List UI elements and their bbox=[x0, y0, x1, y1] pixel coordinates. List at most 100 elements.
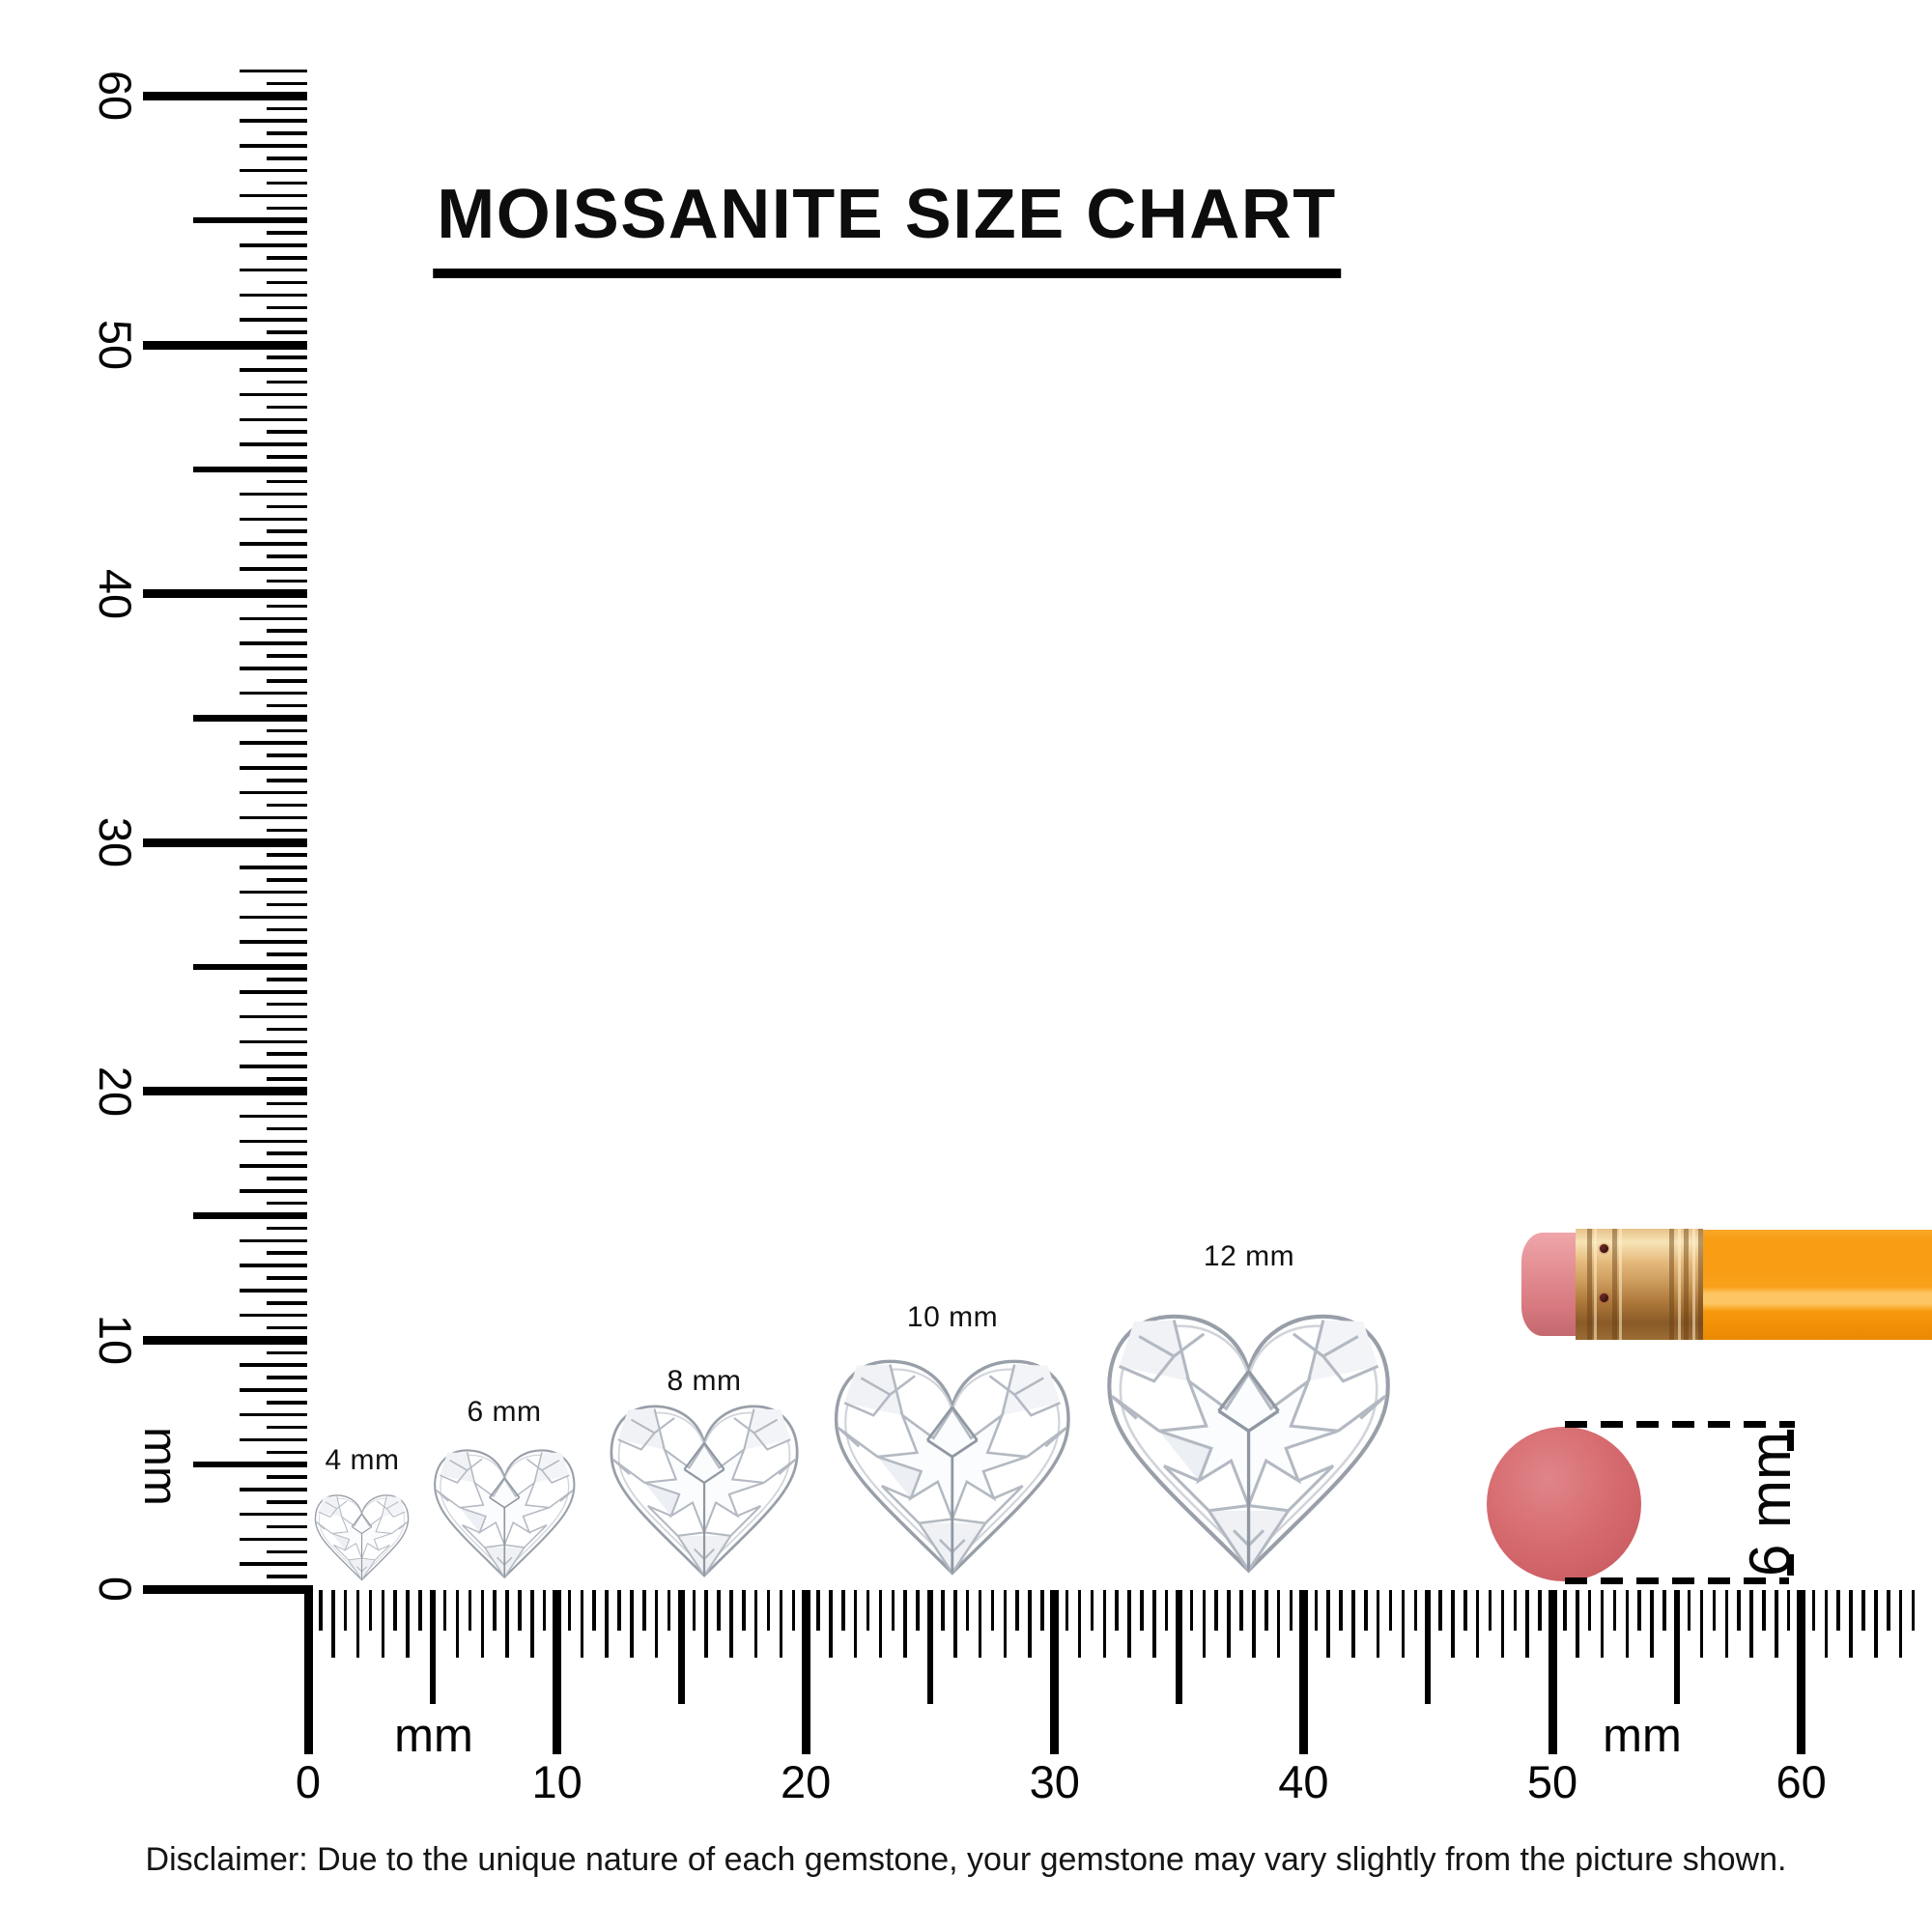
ruler-tick bbox=[926, 1590, 934, 1704]
ruler-tick bbox=[1525, 1590, 1529, 1658]
pencil-eraser bbox=[1521, 1233, 1581, 1336]
ruler-tick bbox=[406, 1590, 410, 1658]
ruler-tick bbox=[193, 216, 307, 224]
ruler-tick bbox=[267, 1151, 307, 1155]
ruler-tick bbox=[267, 455, 307, 459]
ruler-tick bbox=[267, 579, 307, 583]
horizontal-ruler-unit-label-left: mm bbox=[394, 1710, 473, 1762]
ruler-tick bbox=[240, 616, 307, 621]
ruler-tick bbox=[193, 1461, 307, 1468]
ferrule-crimp-dot bbox=[1600, 1293, 1608, 1302]
ruler-tick bbox=[468, 1590, 472, 1631]
horizontal-ruler-number: 20 bbox=[781, 1756, 832, 1807]
ruler-tick bbox=[1775, 1590, 1778, 1658]
ruler-tick bbox=[1015, 1590, 1019, 1631]
ruler-tick bbox=[267, 280, 307, 285]
ruler-tick bbox=[1276, 1590, 1281, 1658]
ruler-tick bbox=[1401, 1590, 1406, 1658]
ruler-tick bbox=[267, 1052, 307, 1056]
ruler-tick bbox=[267, 355, 307, 359]
ruler-tick bbox=[240, 815, 307, 820]
ruler-tick bbox=[1762, 1590, 1766, 1631]
ruler-tick bbox=[240, 890, 307, 895]
ruler-tick bbox=[505, 1590, 509, 1658]
horizontal-ruler-number: 50 bbox=[1526, 1756, 1578, 1807]
ruler-tick bbox=[267, 978, 307, 981]
ruler-tick bbox=[903, 1590, 907, 1658]
ruler-tick bbox=[1326, 1590, 1330, 1658]
ruler-tick bbox=[240, 990, 307, 994]
ruler-tick bbox=[267, 256, 307, 260]
ruler-tick bbox=[240, 1512, 307, 1517]
ruler-tick bbox=[1040, 1590, 1044, 1631]
ruler-tick bbox=[240, 1488, 307, 1492]
ruler-tick bbox=[143, 589, 307, 599]
ruler-tick bbox=[240, 1537, 307, 1542]
ruler-tick bbox=[1388, 1590, 1393, 1631]
horizontal-ruler-unit-label-right: mm bbox=[1603, 1710, 1682, 1762]
ferrule-crimp-dot bbox=[1600, 1244, 1608, 1253]
ruler-tick bbox=[630, 1590, 634, 1658]
ruler-tick bbox=[267, 703, 307, 708]
ruler-tick bbox=[267, 380, 307, 384]
ruler-tick bbox=[1625, 1590, 1630, 1658]
ruler-tick bbox=[617, 1590, 621, 1631]
ruler-tick bbox=[267, 1301, 307, 1305]
ruler-tick bbox=[1488, 1590, 1492, 1631]
ruler-tick bbox=[267, 629, 307, 633]
ruler-tick bbox=[1351, 1590, 1355, 1658]
ruler-tick bbox=[240, 417, 307, 422]
ruler-tick bbox=[1662, 1590, 1666, 1631]
ruler-tick bbox=[267, 405, 307, 410]
ruler-tick bbox=[1463, 1590, 1467, 1631]
ruler-tick bbox=[143, 1584, 307, 1594]
ruler-tick bbox=[553, 1590, 562, 1754]
gem-heart-12mm bbox=[1099, 1296, 1398, 1585]
ruler-tick bbox=[267, 927, 307, 932]
ruler-tick bbox=[303, 1584, 313, 1594]
ruler-tick bbox=[1513, 1590, 1518, 1631]
ruler-tick bbox=[878, 1590, 883, 1658]
ruler-tick bbox=[1127, 1590, 1131, 1658]
ruler-tick bbox=[429, 1590, 437, 1704]
ruler-tick bbox=[240, 1388, 307, 1392]
ruler-tick bbox=[240, 268, 307, 272]
ruler-tick bbox=[1438, 1590, 1442, 1631]
ruler-tick bbox=[267, 1027, 307, 1032]
ruler-tick bbox=[1637, 1590, 1641, 1631]
ruler-tick bbox=[953, 1590, 957, 1658]
ruler-tick bbox=[1451, 1590, 1455, 1658]
ruler-tick bbox=[1861, 1590, 1865, 1631]
ruler-tick bbox=[267, 554, 307, 558]
ruler-tick bbox=[654, 1590, 659, 1658]
ruler-tick bbox=[193, 963, 307, 971]
ruler-tick bbox=[1227, 1590, 1231, 1658]
gem-heart-8mm bbox=[610, 1405, 799, 1577]
ruler-tick bbox=[267, 1376, 307, 1379]
ruler-tick bbox=[530, 1590, 534, 1658]
ruler-tick bbox=[267, 1401, 307, 1405]
ruler-tick bbox=[267, 753, 307, 757]
ruler-tick bbox=[240, 144, 307, 148]
ruler-tick bbox=[303, 1590, 313, 1754]
ruler-tick bbox=[240, 1139, 307, 1144]
ruler-tick bbox=[1563, 1590, 1567, 1631]
ruler-tick bbox=[193, 1212, 307, 1219]
ruler-tick bbox=[240, 1065, 307, 1068]
ruler-tick bbox=[1836, 1590, 1840, 1631]
ruler-tick bbox=[1077, 1590, 1082, 1658]
ruler-tick bbox=[1376, 1590, 1380, 1658]
eraser-disc bbox=[1487, 1427, 1641, 1581]
ruler-tick bbox=[240, 318, 307, 322]
ruler-tick bbox=[493, 1590, 497, 1631]
ruler-tick bbox=[267, 803, 307, 808]
ruler-tick bbox=[1500, 1590, 1505, 1658]
ruler-tick bbox=[331, 1590, 335, 1658]
ruler-tick bbox=[240, 691, 307, 696]
ruler-tick bbox=[267, 902, 307, 907]
ruler-tick bbox=[1189, 1590, 1194, 1631]
horizontal-ruler-number: 0 bbox=[295, 1756, 322, 1807]
ruler-tick bbox=[267, 1475, 307, 1479]
ruler-tick bbox=[1176, 1590, 1182, 1704]
ruler-tick bbox=[240, 1039, 307, 1044]
